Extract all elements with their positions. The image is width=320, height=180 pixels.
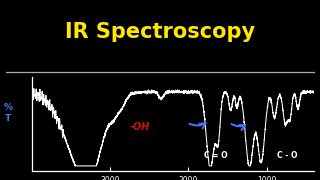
Text: C - O: C - O xyxy=(277,151,297,160)
Text: C = O: C = O xyxy=(204,151,228,160)
Text: %
T: % T xyxy=(4,103,12,123)
Text: IR Spectroscopy: IR Spectroscopy xyxy=(65,22,255,42)
Text: -OH: -OH xyxy=(130,122,150,132)
